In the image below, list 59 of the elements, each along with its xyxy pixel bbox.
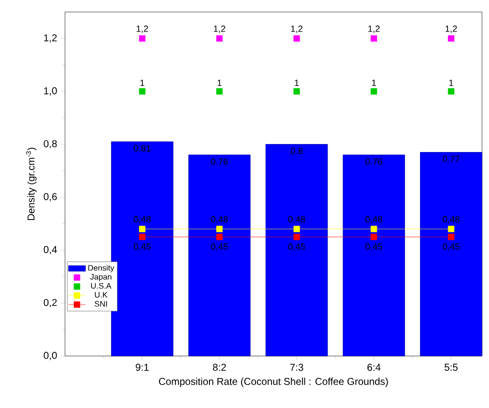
point — [448, 35, 454, 42]
point — [370, 234, 378, 240]
point — [370, 35, 378, 42]
y-tick-label: 1,2 — [44, 34, 57, 43]
y-tick-label: 0,2 — [44, 298, 57, 308]
point — [293, 234, 300, 240]
point — [370, 226, 378, 232]
data-label: 0,48 — [134, 216, 151, 224]
point — [216, 226, 223, 232]
data-label: 0.8 — [290, 148, 303, 154]
x-tick-label: 5:5 — [444, 364, 458, 371]
data-label: 0,48 — [211, 216, 228, 224]
data-label: 1,2 — [291, 26, 302, 33]
point — [139, 226, 146, 232]
data-label: 0,48 — [288, 216, 305, 224]
point — [448, 226, 454, 232]
data-label: 0,45 — [134, 243, 151, 251]
point — [448, 234, 454, 240]
data-label: 0,45 — [211, 243, 228, 251]
data-label: 0.76 — [211, 158, 228, 165]
point — [139, 35, 146, 42]
point — [448, 88, 454, 95]
point — [293, 35, 300, 42]
data-label: 1,2 — [446, 26, 457, 33]
data-label: 0.76 — [366, 158, 382, 165]
data-label: 1,2 — [214, 26, 226, 33]
data-label: 1,2 — [368, 26, 380, 33]
y-tick-label: 0,4 — [44, 246, 57, 254]
point — [370, 88, 378, 95]
x-tick-label: 7:3 — [290, 364, 304, 371]
x-tick-label: 6:4 — [367, 364, 381, 371]
y-tick-label: 0,6 — [44, 193, 57, 202]
point — [216, 234, 223, 240]
point — [293, 88, 300, 95]
data-label: 1 — [140, 80, 144, 86]
point — [216, 88, 223, 95]
data-label: 0.81 — [134, 145, 151, 152]
data-label: 1,2 — [136, 26, 148, 33]
data-label: 0,48 — [366, 216, 382, 224]
data-label: 0,45 — [442, 243, 460, 251]
data-label: 0,45 — [288, 243, 306, 251]
y-tick-label: 1,0 — [44, 87, 57, 96]
data-label: 0,48 — [442, 216, 460, 224]
y-tick-label: 0,8 — [44, 140, 57, 148]
data-label: 1 — [218, 80, 222, 86]
point — [139, 234, 146, 240]
data-label: 1 — [449, 80, 454, 86]
y-axis-title: Density (gr.cm$^{-3}$) — [26, 148, 37, 220]
data-label: 1 — [372, 80, 376, 86]
x-axis-title: Composition Rate (Coconut Shell : Coffee Grounds) — [159, 378, 388, 387]
point — [216, 35, 223, 42]
point — [139, 88, 146, 95]
data-label: 0.77 — [442, 156, 460, 162]
point — [293, 226, 300, 232]
data-label: 0,45 — [366, 243, 382, 251]
x-tick-label: 8:2 — [212, 364, 226, 371]
x-tick-label: 9:1 — [136, 364, 149, 371]
data-label: 1 — [294, 80, 299, 86]
y-tick-label: 0,0 — [44, 352, 57, 360]
